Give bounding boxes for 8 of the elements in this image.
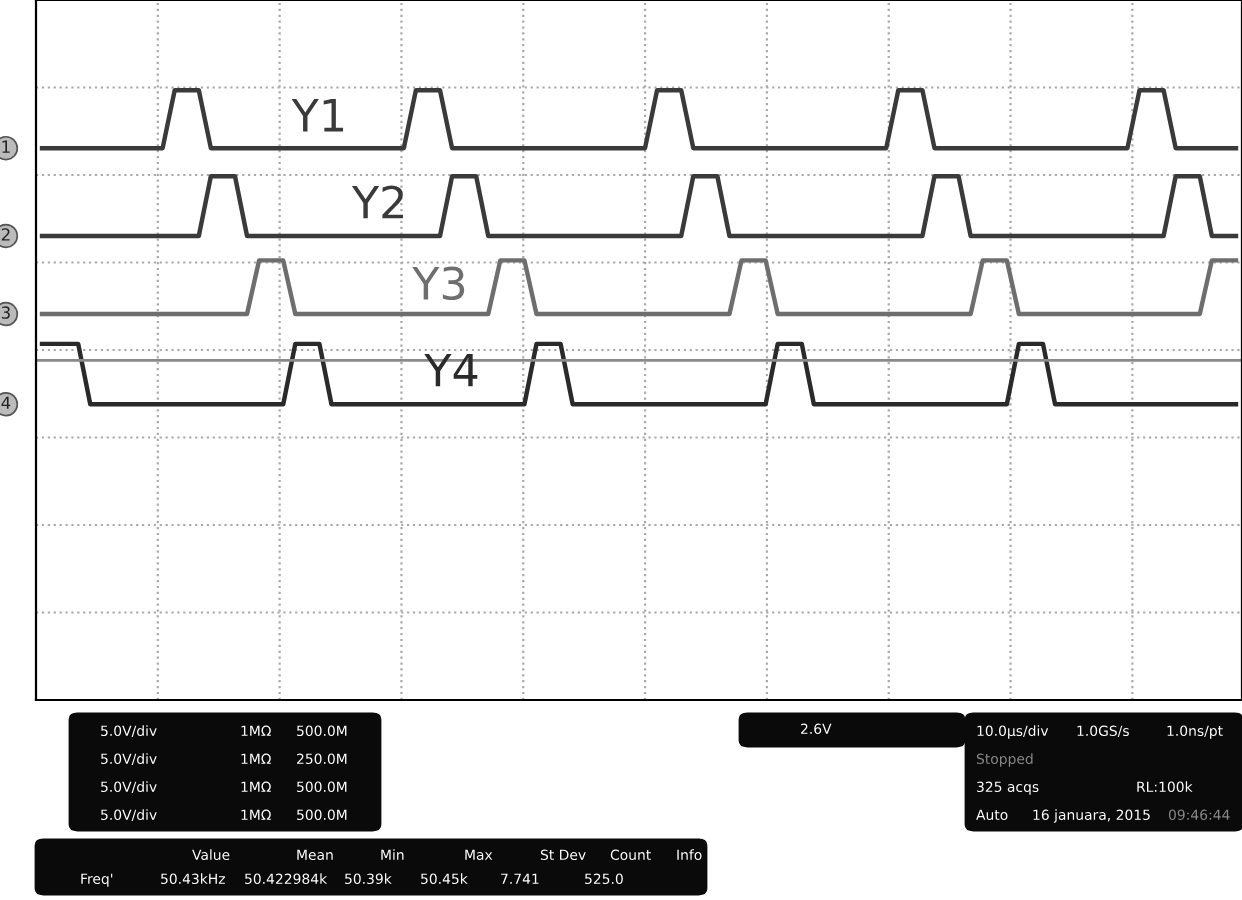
text: 1 <box>2 140 10 153</box>
series-label: Y3 <box>412 266 465 301</box>
series-label: Y4 <box>424 353 478 387</box>
text: 4 <box>1 396 11 409</box>
series-label: Y2 <box>351 185 403 219</box>
text: 3 <box>1 306 10 319</box>
text: 2 <box>1 228 10 241</box>
series-label: Y1 <box>291 99 344 132</box>
